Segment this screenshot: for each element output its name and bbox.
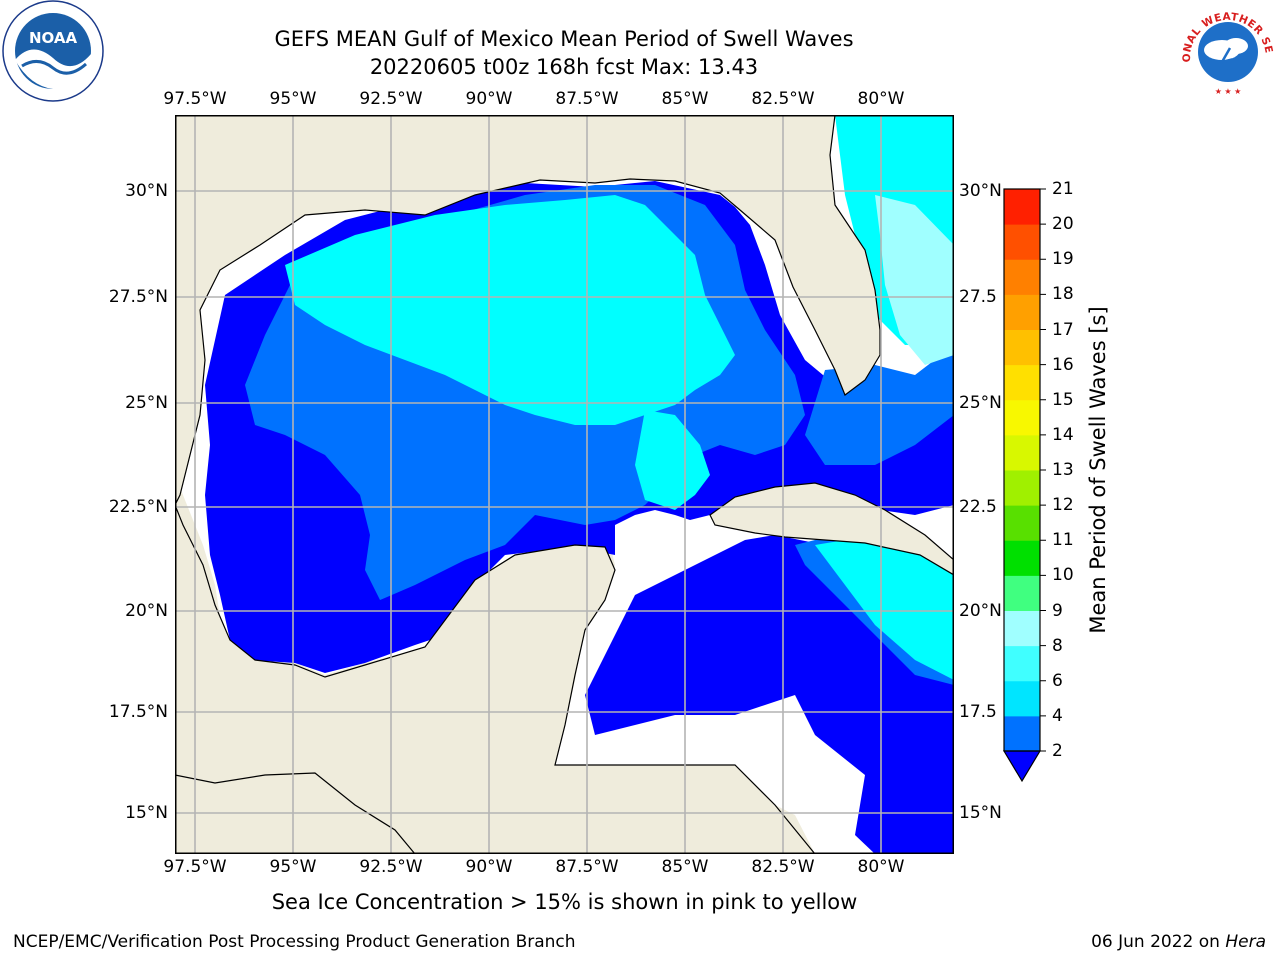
footer-host: Hera (1225, 932, 1266, 952)
colorbar-segment (1004, 505, 1040, 541)
footer-date: 06 Jun 2022 on Hera (1091, 932, 1266, 952)
lon-label-top: 92.5°W (359, 89, 423, 109)
lat-label-right: 20°N (959, 601, 1002, 621)
colorbar-label: Mean Period of Swell Waves [s] (1086, 306, 1110, 634)
lon-label-top: 95°W (269, 89, 317, 109)
colorbar-segment (1004, 399, 1040, 436)
lat-label-left: 27.5°N (108, 287, 168, 307)
noaa-logo-text: NOAA (29, 29, 78, 47)
colorbar-segment (1004, 294, 1040, 330)
colorbar-segment (1004, 470, 1040, 506)
colorbar-segment (1004, 540, 1040, 576)
period-6-8-zone (285, 195, 735, 425)
lat-label-left: 30°N (125, 181, 168, 201)
map-title: GEFS MEAN Gulf of Mexico Mean Period of … (274, 27, 854, 51)
colorbar-segment (1004, 575, 1040, 611)
lat-label-left: 25°N (125, 393, 168, 413)
lat-label-right: 30°N (959, 181, 1002, 201)
lon-label-bottom: 95°W (269, 857, 317, 877)
colorbar-segment (1004, 259, 1040, 295)
colorbar-segment (1004, 715, 1040, 752)
colorbar-tick-label: 14 (1052, 424, 1074, 445)
lat-label-right: 15°N (959, 803, 1002, 823)
period-6-8-south (635, 410, 710, 510)
colorbar-tick-label: 21 (1052, 179, 1074, 199)
colorbar-tick-label: 2 (1052, 741, 1063, 761)
colorbar (1002, 188, 1046, 783)
footer-date-text: 06 Jun 2022 on (1091, 932, 1226, 952)
sea-ice-note: Sea Ice Concentration > 15% is shown in … (271, 890, 858, 914)
lon-label-top: 97.5°W (163, 89, 227, 109)
lon-label-bottom: 87.5°W (555, 857, 619, 877)
lon-label-bottom: 97.5°W (163, 857, 227, 877)
colorbar-segment (1004, 680, 1040, 717)
colorbar-segment (1004, 645, 1040, 682)
noaa-logo: NOAA (2, 0, 104, 102)
lat-label-left: 17.5°N (108, 702, 168, 722)
map-subtitle: 20220605 t00z 168h fcst Max: 13.43 (369, 55, 759, 79)
colorbar-tick-label: 11 (1052, 530, 1074, 551)
lon-label-top: 85°W (661, 89, 709, 109)
lon-label-bottom: 80°W (857, 857, 905, 877)
colorbar-tick-label: 19 (1052, 249, 1074, 270)
colorbar-tick-label: 4 (1052, 705, 1063, 726)
nws-logo: NATIONAL WEATHER SERVICE ★ ★ ★ (1178, 0, 1275, 99)
period-8-9-zone (875, 195, 954, 365)
colorbar-tick-label: 9 (1052, 600, 1063, 621)
colorbar-tick-label: 16 (1052, 354, 1074, 375)
lat-label-right: 27.5 (959, 287, 997, 307)
lat-label-right: 17.5 (959, 702, 997, 722)
colorbar-underflow (1002, 750, 1042, 783)
lat-label-right: 25°N (959, 393, 1002, 413)
colorbar-segment (1004, 224, 1040, 260)
lon-label-top: 82.5°W (751, 89, 815, 109)
lat-label-right: 22.5 (959, 497, 997, 517)
lon-label-bottom: 92.5°W (359, 857, 423, 877)
colorbar-segment (1004, 329, 1040, 366)
lon-label-bottom: 90°W (465, 857, 513, 877)
colorbar-segment (1004, 434, 1040, 471)
colorbar-tick-label: 13 (1052, 460, 1074, 480)
gulf-of-mexico-map (175, 115, 954, 854)
lon-label-bottom: 82.5°W (751, 857, 815, 877)
lat-label-left: 22.5°N (108, 497, 168, 517)
lat-label-left: 15°N (125, 803, 168, 823)
lon-label-top: 90°W (465, 89, 513, 109)
graticule (175, 115, 954, 854)
colorbar-segment (1004, 189, 1040, 225)
lon-label-top: 80°W (857, 89, 905, 109)
colorbar-tick-label: 6 (1052, 670, 1063, 691)
colorbar-tick-label: 15 (1052, 389, 1074, 410)
colorbar-tick-label: 17 (1052, 319, 1074, 340)
colorbar-tick-label: 8 (1052, 635, 1063, 656)
svg-text:★ ★ ★: ★ ★ ★ (1215, 87, 1242, 96)
colorbar-segment (1004, 610, 1040, 647)
footer-credit: NCEP/EMC/Verification Post Processing Pr… (13, 932, 576, 952)
colorbar-tick-label: 10 (1052, 565, 1074, 586)
lat-label-left: 20°N (125, 601, 168, 621)
colorbar-tick-label: 20 (1052, 214, 1074, 235)
colorbar-tick-label: 18 (1052, 284, 1074, 305)
lon-label-bottom: 85°W (661, 857, 709, 877)
lon-label-top: 87.5°W (555, 89, 619, 109)
colorbar-tick-label: 12 (1052, 495, 1074, 516)
period-6-8-caribbean (815, 535, 954, 680)
colorbar-segment (1004, 364, 1040, 401)
